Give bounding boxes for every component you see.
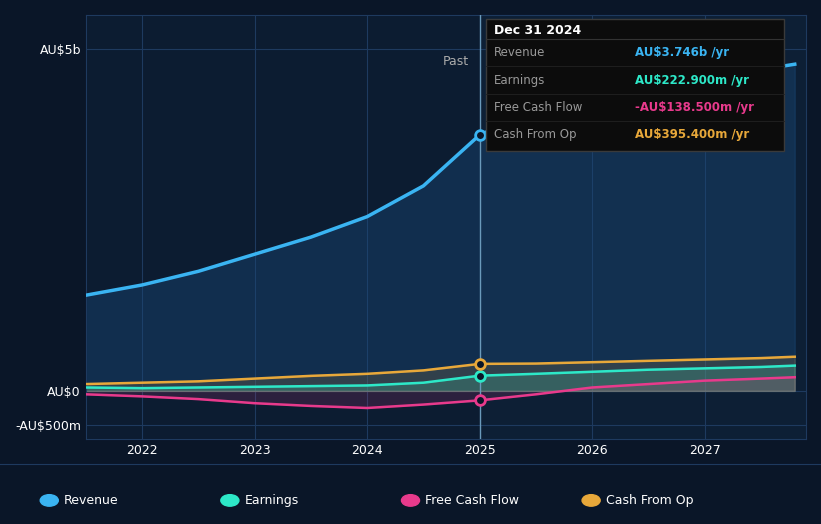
Text: Past: Past	[443, 54, 469, 68]
Text: -AU$138.500m /yr: -AU$138.500m /yr	[635, 101, 754, 114]
Text: Analysts Forecasts: Analysts Forecasts	[491, 54, 608, 68]
Text: AU$395.400m /yr: AU$395.400m /yr	[635, 128, 750, 141]
Text: Dec 31 2024: Dec 31 2024	[493, 24, 581, 37]
Text: Revenue: Revenue	[64, 494, 119, 507]
Text: Free Cash Flow: Free Cash Flow	[425, 494, 519, 507]
Text: Earnings: Earnings	[245, 494, 299, 507]
Text: Cash From Op: Cash From Op	[606, 494, 694, 507]
Text: AU$222.900m /yr: AU$222.900m /yr	[635, 74, 749, 86]
Text: Cash From Op: Cash From Op	[493, 128, 576, 141]
Text: AU$3.746b /yr: AU$3.746b /yr	[635, 46, 729, 59]
Text: Free Cash Flow: Free Cash Flow	[493, 101, 582, 114]
Bar	[86, 15, 479, 439]
Text: Revenue: Revenue	[493, 46, 545, 59]
Text: Earnings: Earnings	[493, 74, 545, 86]
